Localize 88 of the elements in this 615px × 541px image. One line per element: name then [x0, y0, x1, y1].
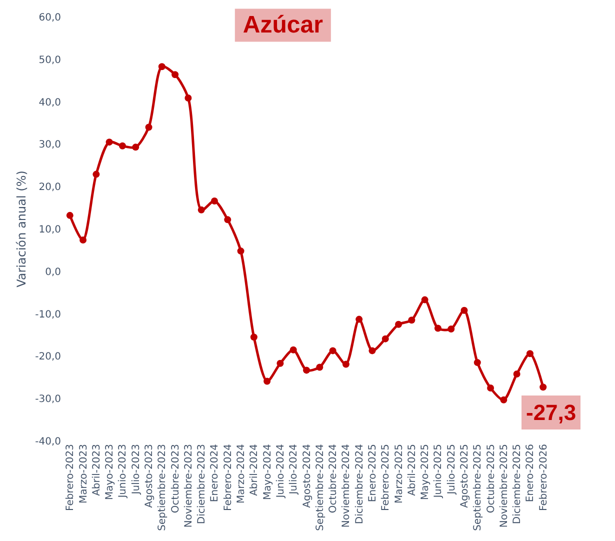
x-tick-label: Diciembre-2024	[354, 444, 366, 524]
point	[118, 142, 126, 150]
point	[276, 360, 284, 367]
point	[474, 359, 481, 366]
y-tick-label: -20,0	[35, 352, 61, 363]
point	[460, 306, 468, 314]
point	[264, 378, 271, 385]
point	[184, 94, 192, 102]
y-tick-label: 0,0	[45, 266, 61, 278]
point	[210, 198, 218, 205]
x-tick-label: Octubre-2023	[170, 444, 182, 514]
x-tick-label: Noviembre-2023	[183, 444, 194, 528]
y-tick-label: -40,0	[35, 436, 61, 448]
point	[198, 206, 205, 214]
point	[290, 346, 297, 354]
point	[356, 316, 363, 323]
point	[145, 124, 152, 131]
point	[316, 364, 324, 371]
point	[250, 334, 258, 341]
x-tick-label: Abril-2025	[406, 444, 418, 496]
point	[526, 350, 534, 358]
x-tick-label: Julio-2023	[130, 444, 142, 496]
point	[513, 370, 520, 378]
x-tick-label: Enero-2026	[525, 444, 536, 502]
y-tick-label: -10,0	[35, 309, 61, 320]
y-tick-label: -30,0	[35, 394, 61, 406]
x-tick-label: Diciembre-2023	[196, 444, 208, 524]
point	[540, 384, 547, 391]
x-tick-label: Mayo-2025	[420, 444, 432, 500]
x-tick-label: Agosto-2025	[459, 444, 470, 508]
x-tick-label: Febrero-2023	[65, 444, 76, 512]
point	[66, 212, 74, 219]
point	[132, 144, 140, 151]
chart-title: Azúcar	[242, 12, 323, 39]
x-tick-label: Septiembre-2024	[314, 444, 326, 531]
point	[448, 326, 455, 333]
point	[408, 316, 416, 324]
y-tick-label: 40,0	[38, 97, 61, 108]
point	[224, 216, 232, 224]
x-tick-label: Mayo-2023	[104, 444, 116, 500]
point	[434, 324, 442, 332]
point	[421, 296, 428, 304]
x-tick-label: Enero-2025	[367, 444, 378, 502]
x-tick-label: Febrero-2024	[222, 444, 234, 512]
point	[106, 138, 113, 146]
x-tick-label: Marzo-2025	[394, 444, 405, 504]
x-tick-label: Mayo-2024	[262, 444, 274, 500]
point	[382, 335, 389, 342]
point	[368, 347, 376, 354]
point	[342, 360, 350, 368]
point	[303, 366, 310, 374]
point	[80, 236, 87, 244]
x-tick-label: Agosto-2024	[302, 444, 313, 508]
point	[395, 320, 402, 328]
x-tick-label: Julio-2025	[446, 444, 458, 496]
y-tick-label: 60,0	[38, 12, 61, 24]
x-tick-label: Julio-2024	[288, 444, 300, 496]
point	[500, 396, 508, 404]
x-tick-label: Junio-2023	[118, 444, 129, 499]
x-tick-label: Noviembre-2025	[498, 444, 510, 528]
point	[237, 248, 244, 255]
x-tick-label: Junio-2024	[275, 444, 286, 499]
x-tick-label: Agosto-2023	[144, 444, 156, 508]
x-tick-label: Enero-2024	[210, 444, 221, 502]
point	[158, 63, 166, 70]
y-tick-label: 50,0	[38, 54, 61, 66]
x-tick-label: Septiembre-2025	[472, 444, 484, 531]
point	[92, 170, 100, 178]
point	[172, 71, 179, 78]
x-tick-label: Marzo-2024	[236, 444, 248, 504]
x-tick-label: Febrero-2025	[380, 444, 392, 512]
x-tick-label: Septiembre-2023	[157, 444, 168, 531]
x-tick-label: Junio-2025	[433, 444, 444, 499]
x-tick-label: Marzo-2023	[78, 444, 90, 504]
x-tick-label: Abril-2023	[91, 444, 102, 496]
point	[329, 347, 336, 354]
y-tick-label: 20,0	[38, 182, 61, 194]
y-tick-label: 30,0	[38, 140, 61, 151]
y-axis-title: Variación anual (%)	[14, 170, 28, 288]
x-tick-label: Octubre-2025	[486, 444, 497, 514]
y-tick-label: 10,0	[38, 224, 61, 236]
x-tick-label: Abril-2024	[249, 444, 260, 496]
x-tick-label: Octubre-2024	[328, 444, 340, 514]
x-tick-label: Noviembre-2024	[341, 444, 352, 528]
data-label: -27,3	[526, 400, 576, 425]
point	[487, 384, 494, 392]
x-tick-label: Febrero-2026	[538, 444, 550, 512]
x-tick-label: Diciembre-2025	[512, 444, 524, 524]
